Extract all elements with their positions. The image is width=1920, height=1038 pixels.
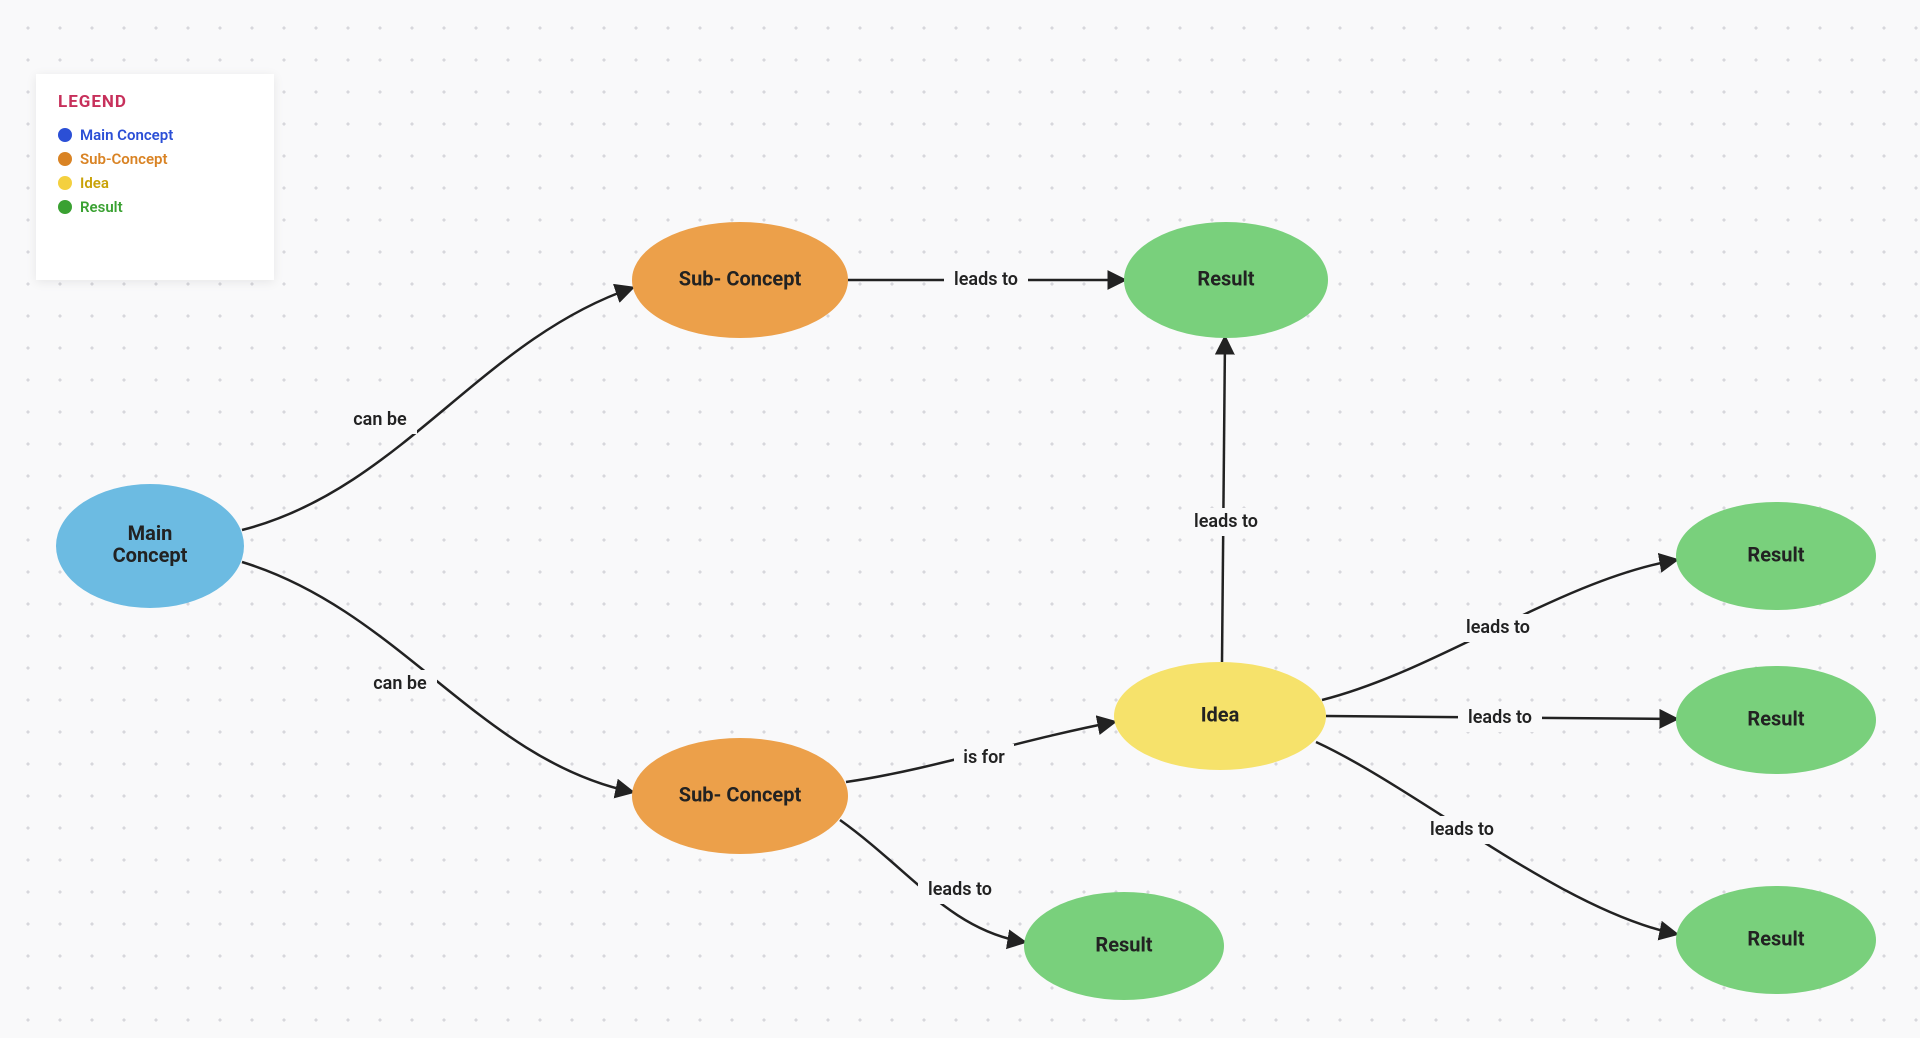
diagram-canvas[interactable]: can be can be leads to is for leads to leads … [0, 0, 1920, 1038]
legend-item: Result [58, 198, 252, 216]
edge-label: leads to [1430, 819, 1494, 840]
node-sub2[interactable]: Sub- Concept [632, 738, 848, 854]
node-label: Sub- Concept [679, 782, 802, 806]
legend-title: LEGEND [58, 92, 252, 112]
node-result1[interactable]: Result [1124, 222, 1328, 338]
node-result2[interactable]: Result [1024, 892, 1224, 1000]
legend-item-label: Idea [80, 174, 109, 192]
legend-dot-icon [58, 176, 72, 190]
legend-item: Idea [58, 174, 252, 192]
edge-label: leads to [1466, 617, 1530, 638]
legend: LEGEND Main Concept Sub-Concept Idea Result [36, 74, 274, 280]
legend-dot-icon [58, 152, 72, 166]
legend-item-label: Result [80, 198, 123, 216]
node-label: Idea [1201, 702, 1240, 726]
node-result3[interactable]: Result [1676, 502, 1876, 610]
node-result4[interactable]: Result [1676, 666, 1876, 774]
legend-item-label: Main Concept [80, 126, 173, 144]
node-result5[interactable]: Result [1676, 886, 1876, 994]
node-sub1[interactable]: Sub- Concept [632, 222, 848, 338]
legend-dot-icon [58, 200, 72, 214]
node-idea[interactable]: Idea [1114, 662, 1326, 770]
edge-label: leads to [1194, 511, 1258, 532]
legend-item-label: Sub-Concept [80, 150, 168, 168]
edge-label: can be [353, 409, 407, 430]
edge[interactable] [1222, 338, 1225, 662]
node-main[interactable]: MainConcept [56, 484, 244, 608]
node-label: Result [1197, 266, 1254, 290]
edge-label: leads to [1468, 707, 1532, 728]
edge-label: leads to [954, 269, 1018, 290]
edge-label: is for [963, 747, 1005, 768]
edge-label: can be [373, 673, 427, 694]
node-label: Sub- Concept [679, 266, 802, 290]
node-label: Result [1747, 542, 1804, 566]
node-label: Result [1095, 932, 1152, 956]
node-label: Result [1747, 926, 1804, 950]
legend-item: Sub-Concept [58, 150, 252, 168]
legend-dot-icon [58, 128, 72, 142]
legend-item: Main Concept [58, 126, 252, 144]
concept-map: can be can be leads to is for leads to leads … [0, 0, 1920, 1038]
edge[interactable] [242, 288, 632, 530]
edge-label: leads to [928, 879, 992, 900]
node-label: Result [1747, 706, 1804, 730]
